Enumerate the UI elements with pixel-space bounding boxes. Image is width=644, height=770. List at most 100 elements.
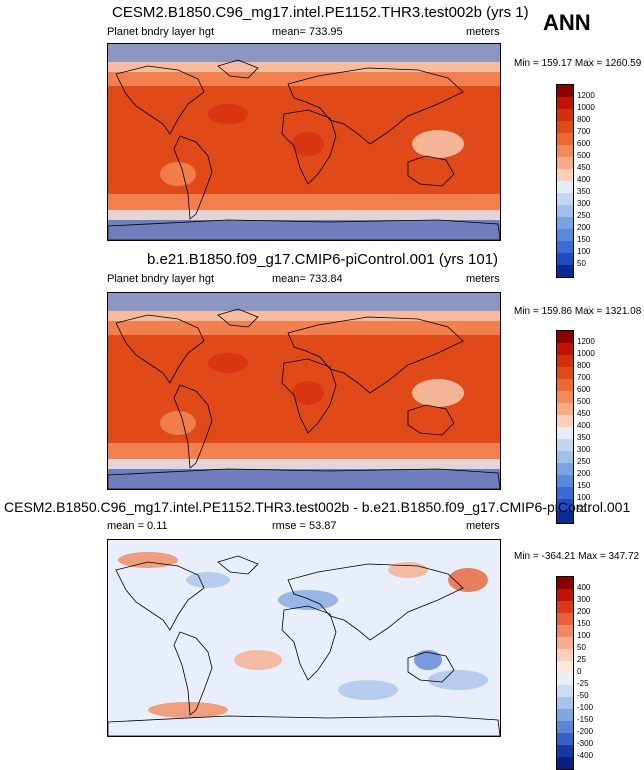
contour-band (108, 220, 500, 240)
contour-band (108, 194, 500, 210)
panel2-mean: mean= 733.84 (272, 273, 343, 285)
colorbar-level-label: 1000 (577, 349, 595, 358)
panel1-title: CESM2.B1850.C96_mg17.intel.PE1152.THR3.t… (112, 4, 529, 21)
colorbar-level-label: 1200 (577, 91, 595, 100)
colorbar-swatch (557, 331, 573, 343)
colorbar-swatch (557, 499, 573, 511)
contour-patch (148, 702, 228, 718)
coastline (108, 715, 500, 736)
colorbar-swatch (557, 403, 573, 415)
colorbar-swatch (557, 487, 573, 499)
colorbar-swatch (557, 391, 573, 403)
colorbar-level-label: 300 (577, 595, 591, 604)
map-field (108, 293, 500, 489)
contour-band (108, 72, 500, 86)
colorbar-level-label: -50 (577, 691, 589, 700)
coastline (281, 109, 337, 185)
colorbar-swatch (557, 613, 573, 625)
colorbar-level-label: 800 (577, 115, 591, 124)
panel2-colorbar (556, 330, 574, 524)
contour-patch (412, 130, 464, 158)
colorbar-level-label: 1000 (577, 103, 595, 112)
contour-patch (234, 650, 282, 670)
colorbar-level-label: 100 (577, 493, 591, 502)
panel1-map (107, 43, 501, 241)
colorbar-swatch (557, 169, 573, 181)
colorbar-swatch (557, 673, 573, 685)
contour-patch (118, 552, 178, 568)
colorbar-swatch (557, 709, 573, 721)
coastline (281, 605, 337, 681)
colorbar-level-label: 25 (577, 655, 586, 664)
colorbar-level-label: 300 (577, 445, 591, 454)
contour-patch (414, 650, 442, 670)
contour-patch (160, 162, 196, 186)
colorbar-level-label: 250 (577, 211, 591, 220)
contour-patch (428, 670, 488, 690)
contour-patch (160, 411, 196, 435)
colorbar-level-label: 100 (577, 247, 591, 256)
colorbar-level-label: 350 (577, 433, 591, 442)
colorbar-swatch (557, 133, 573, 145)
colorbar-swatch (557, 577, 573, 589)
coastline (407, 651, 455, 683)
panel2-map (107, 292, 501, 490)
coastline (407, 404, 455, 436)
coastline (173, 135, 213, 220)
colorbar-level-label: 150 (577, 235, 591, 244)
coastline (287, 316, 464, 394)
coastline (281, 358, 337, 434)
contour-band (108, 443, 500, 459)
contour-patch (208, 104, 248, 124)
contour-band (108, 321, 500, 335)
colorbar-swatch (557, 265, 573, 277)
colorbar-swatch (557, 439, 573, 451)
coastline (108, 468, 500, 489)
colorbar-swatch (557, 217, 573, 229)
colorbar-swatch (557, 649, 573, 661)
contour-patch (448, 568, 488, 592)
colorbar-level-label: 450 (577, 409, 591, 418)
colorbar-swatch (557, 253, 573, 265)
colorbar-level-label: 500 (577, 151, 591, 160)
colorbar-swatch (557, 343, 573, 355)
colorbar-level-label: 50 (577, 259, 586, 268)
coastline (115, 561, 205, 631)
coastline (115, 314, 205, 384)
contour-patch (186, 572, 230, 588)
colorbar-level-label: 400 (577, 421, 591, 430)
colorbar-swatch (557, 475, 573, 487)
panel3-rmse: rmse = 53.87 (272, 520, 337, 532)
colorbar-level-label: 1200 (577, 337, 595, 346)
contour-patch (292, 132, 324, 156)
colorbar-level-label: 150 (577, 619, 591, 628)
colorbar-swatch (557, 637, 573, 649)
contour-band (108, 311, 500, 321)
contour-patch (388, 562, 428, 578)
colorbar-level-label: 200 (577, 223, 591, 232)
colorbar-level-label: 150 (577, 481, 591, 490)
colorbar-level-label: 200 (577, 469, 591, 478)
contour-patch (278, 590, 338, 610)
panel3-colorbar (556, 576, 574, 770)
colorbar-swatch (557, 511, 573, 523)
colorbar-swatch (557, 661, 573, 673)
contour-band (108, 293, 500, 311)
panel3-map (107, 539, 501, 737)
colorbar-swatch (557, 355, 573, 367)
map-field (108, 540, 500, 736)
colorbar-swatch (557, 109, 573, 121)
colorbar-swatch (557, 379, 573, 391)
colorbar-swatch (557, 733, 573, 745)
panel1-mean: mean= 733.95 (272, 26, 343, 38)
panel2-units: meters (466, 273, 500, 285)
colorbar-swatch (557, 601, 573, 613)
colorbar-swatch (557, 181, 573, 193)
panel3-mean: mean = 0.11 (107, 520, 168, 532)
colorbar-level-label: 600 (577, 139, 591, 148)
panel1-colorbar (556, 84, 574, 278)
panel2-title: b.e21.B1850.f09_g17.CMIP6-piControl.001 … (147, 251, 499, 268)
contour-patch (412, 379, 464, 407)
colorbar-level-label: 100 (577, 631, 591, 640)
colorbar-swatch (557, 625, 573, 637)
